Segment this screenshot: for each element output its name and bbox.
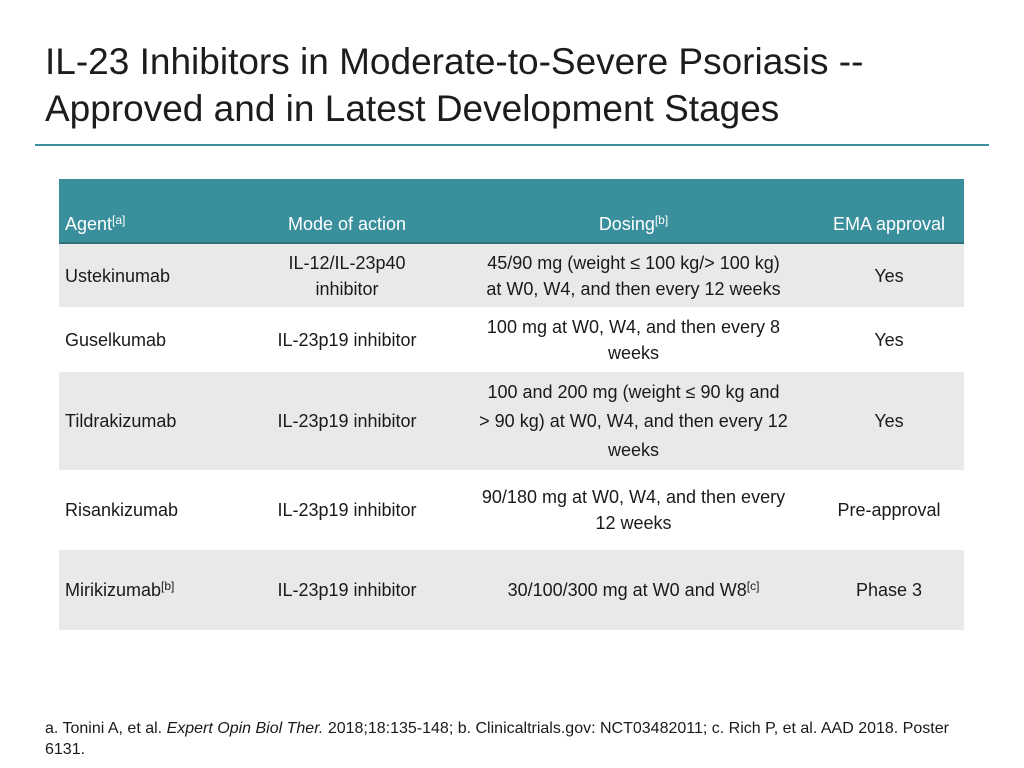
title-line-1: IL-23 Inhibitors in Moderate-to-Severe P…	[45, 41, 864, 82]
header-agent: Agent[a]	[59, 179, 241, 244]
references-footnote: a. Tonini A, et al. Expert Opin Biol The…	[45, 720, 949, 758]
il23-inhibitors-table: Agent[a] Mode of action Dosing[b] EMA ap…	[59, 179, 964, 630]
dosing-footnote-ref: [c]	[746, 579, 760, 593]
header-dosing: Dosing[b]	[453, 179, 814, 244]
dosing-cell: 100 mg at W0, W4, and then every 8 weeks	[453, 307, 814, 372]
ema-cell: Yes	[814, 372, 964, 470]
mode-cell: IL-23p19 inhibitor	[241, 372, 453, 470]
table-row: Risankizumab IL-23p19 inhibitor 90/180 m…	[59, 470, 964, 550]
header-ema-approval: EMA approval	[814, 179, 964, 244]
table-row: Mirikizumab[b] IL-23p19 inhibitor 30/100…	[59, 550, 964, 630]
agent-footnote-ref: [b]	[161, 579, 175, 593]
slide-title: IL-23 Inhibitors in Moderate-to-Severe P…	[45, 38, 995, 132]
ema-cell: Yes	[814, 243, 964, 307]
journal-name: Expert Opin Biol Ther.	[166, 720, 324, 737]
agent-cell: Ustekinumab	[59, 243, 241, 307]
header-agent-footnote-ref: [a]	[112, 213, 126, 227]
ema-cell: Phase 3	[814, 550, 964, 630]
table-row: Ustekinumab IL-12/IL-23p40 inhibitor 45/9…	[59, 243, 964, 307]
agent-cell: Risankizumab	[59, 470, 241, 550]
table-row: Guselkumab IL-23p19 inhibitor 100 mg at …	[59, 307, 964, 372]
ema-cell: Yes	[814, 307, 964, 372]
title-line-2: Approved and in Latest Development Stage…	[45, 88, 780, 129]
header-dosing-footnote-ref: [b]	[654, 213, 669, 227]
table-header-row: Agent[a] Mode of action Dosing[b] EMA ap…	[59, 179, 964, 244]
agent-cell: Guselkumab	[59, 307, 241, 372]
dosing-cell: 90/180 mg at W0, W4, and then every 12 we…	[453, 470, 814, 550]
mode-cell: IL-23p19 inhibitor	[241, 307, 453, 372]
ema-cell: Pre-approval	[814, 470, 964, 550]
header-mode-of-action: Mode of action	[241, 179, 453, 244]
table-row: Tildrakizumab IL-23p19 inhibitor 100 and…	[59, 372, 964, 470]
dosing-cell: 30/100/300 mg at W0 and W8[c]	[453, 550, 814, 630]
dosing-cell: 45/90 mg (weight ≤ 100 kg/> 100 kg) at W0…	[453, 243, 814, 307]
mode-cell: IL-12/IL-23p40 inhibitor	[241, 243, 453, 307]
agent-cell: Tildrakizumab	[59, 372, 241, 470]
title-divider	[35, 144, 989, 146]
agent-cell: Mirikizumab[b]	[59, 550, 241, 630]
mode-cell: IL-23p19 inhibitor	[241, 550, 453, 630]
mode-cell: IL-23p19 inhibitor	[241, 470, 453, 550]
dosing-cell: 100 and 200 mg (weight ≤ 90 kg and > 90 k…	[453, 372, 814, 470]
